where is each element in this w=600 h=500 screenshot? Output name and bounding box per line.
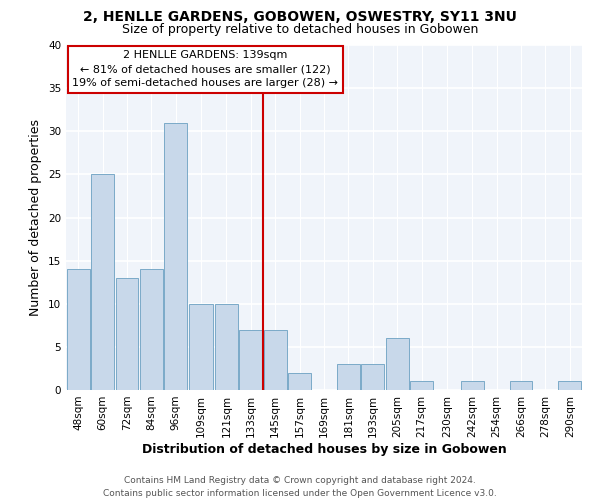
Text: 2 HENLLE GARDENS: 139sqm
← 81% of detached houses are smaller (122)
19% of semi-: 2 HENLLE GARDENS: 139sqm ← 81% of detach… xyxy=(73,50,338,88)
Bar xyxy=(461,382,484,390)
Bar xyxy=(264,330,287,390)
Bar xyxy=(189,304,214,390)
Bar xyxy=(116,278,139,390)
Bar xyxy=(164,122,187,390)
Bar xyxy=(509,382,532,390)
Bar xyxy=(386,338,409,390)
X-axis label: Distribution of detached houses by size in Gobowen: Distribution of detached houses by size … xyxy=(142,442,506,456)
Bar xyxy=(361,364,384,390)
Bar xyxy=(239,330,262,390)
Text: Contains HM Land Registry data © Crown copyright and database right 2024.
Contai: Contains HM Land Registry data © Crown c… xyxy=(103,476,497,498)
Bar xyxy=(288,373,311,390)
Bar xyxy=(140,269,163,390)
Text: 2, HENLLE GARDENS, GOBOWEN, OSWESTRY, SY11 3NU: 2, HENLLE GARDENS, GOBOWEN, OSWESTRY, SY… xyxy=(83,10,517,24)
Bar xyxy=(559,382,581,390)
Bar xyxy=(337,364,360,390)
Y-axis label: Number of detached properties: Number of detached properties xyxy=(29,119,43,316)
Bar xyxy=(215,304,238,390)
Bar xyxy=(67,269,89,390)
Text: Size of property relative to detached houses in Gobowen: Size of property relative to detached ho… xyxy=(122,22,478,36)
Bar xyxy=(91,174,114,390)
Bar xyxy=(410,382,433,390)
